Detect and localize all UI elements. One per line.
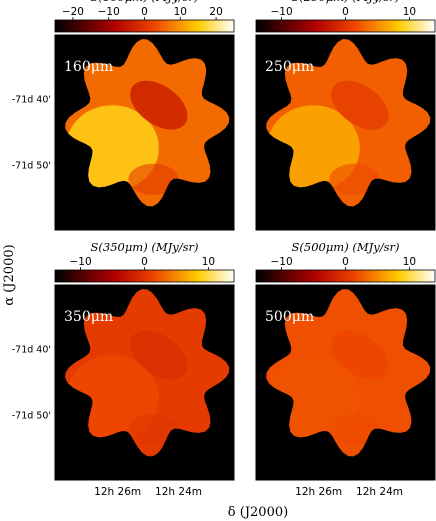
x-tick-label: 12h 24m	[356, 486, 403, 498]
colorbar	[255, 19, 436, 33]
colorbar-tick-label: 10	[202, 256, 215, 268]
panel-frame	[54, 284, 235, 481]
panel-frame	[255, 34, 436, 231]
dark-ridge	[130, 80, 188, 130]
band-label: 500μm	[265, 309, 314, 325]
colorbar-tick-label: −10	[98, 6, 120, 18]
faint-filament	[128, 163, 179, 195]
band-label: 350μm	[64, 309, 113, 325]
colorbar-tick-label: −20	[62, 6, 84, 18]
dark-ridge	[130, 330, 188, 380]
colorbar-tick-label: 0	[342, 6, 349, 18]
colorbar-tick-label: 0	[141, 6, 148, 18]
faint-filament	[329, 413, 380, 445]
emission-map	[266, 39, 431, 207]
y-tick-label: -71d 50'	[12, 411, 51, 422]
y-tick-label: -71d 50'	[12, 161, 51, 172]
colorbar-tick-label: 10	[403, 256, 416, 268]
emission-map	[65, 39, 230, 207]
x-tick-label: 12h 26m	[295, 486, 342, 498]
emission-map	[65, 289, 230, 457]
colorbar	[54, 269, 235, 283]
faint-filament	[329, 163, 380, 195]
colorbar-title: S(250μm) (MJy/sr)	[292, 0, 400, 4]
colorbar-tick-label: −10	[270, 6, 292, 18]
panel-3: −10 0 10S(350μm) (MJy/sr) 350μm -71d 40' -71d…	[12, 240, 235, 498]
panel-4: −10 0 10S(500μm) (MJy/sr) 500μm 12h 26m 12h 2…	[255, 240, 436, 498]
colorbar-tick-label: 10	[403, 6, 416, 18]
dark-ridge	[331, 80, 389, 130]
emission-map	[266, 289, 431, 457]
colorbar-tick-label: 20	[209, 6, 222, 18]
colorbar	[255, 269, 436, 283]
y-axis-title: α (J2000)	[2, 244, 17, 305]
dark-ridge	[331, 330, 389, 380]
y-tick-label: -71d 40'	[12, 94, 51, 105]
colorbar	[54, 19, 235, 33]
band-label: 250μm	[265, 59, 314, 75]
panel-frame	[54, 34, 235, 231]
colorbar-tick-label: 0	[141, 256, 148, 268]
colorbar-tick-label: −10	[69, 256, 91, 268]
faint-filament	[128, 413, 179, 445]
x-axis-title: δ (J2000)	[228, 505, 288, 520]
panel-2: −10 0 10S(250μm) (MJy/sr) 250μm	[255, 0, 436, 231]
colorbar-title: S(350μm) (MJy/sr)	[91, 240, 199, 254]
colorbar-tick-label: 0	[342, 256, 349, 268]
x-tick-label: 12h 26m	[94, 486, 141, 498]
colorbar-tick-label: −10	[270, 256, 292, 268]
panel-frame	[255, 284, 436, 481]
colorbar-tick-label: 10	[174, 6, 187, 18]
band-label: 160μm	[64, 59, 113, 75]
colorbar-title: S(160μm) (MJy/sr)	[91, 0, 199, 4]
panel-1: −20 −10 0 10 20 S(160μm) (MJy/sr) 160μm -71d 40…	[12, 0, 235, 231]
x-tick-label: 12h 24m	[155, 486, 202, 498]
colorbar-title: S(500μm) (MJy/sr)	[292, 240, 400, 254]
y-tick-label: -71d 40'	[12, 344, 51, 355]
